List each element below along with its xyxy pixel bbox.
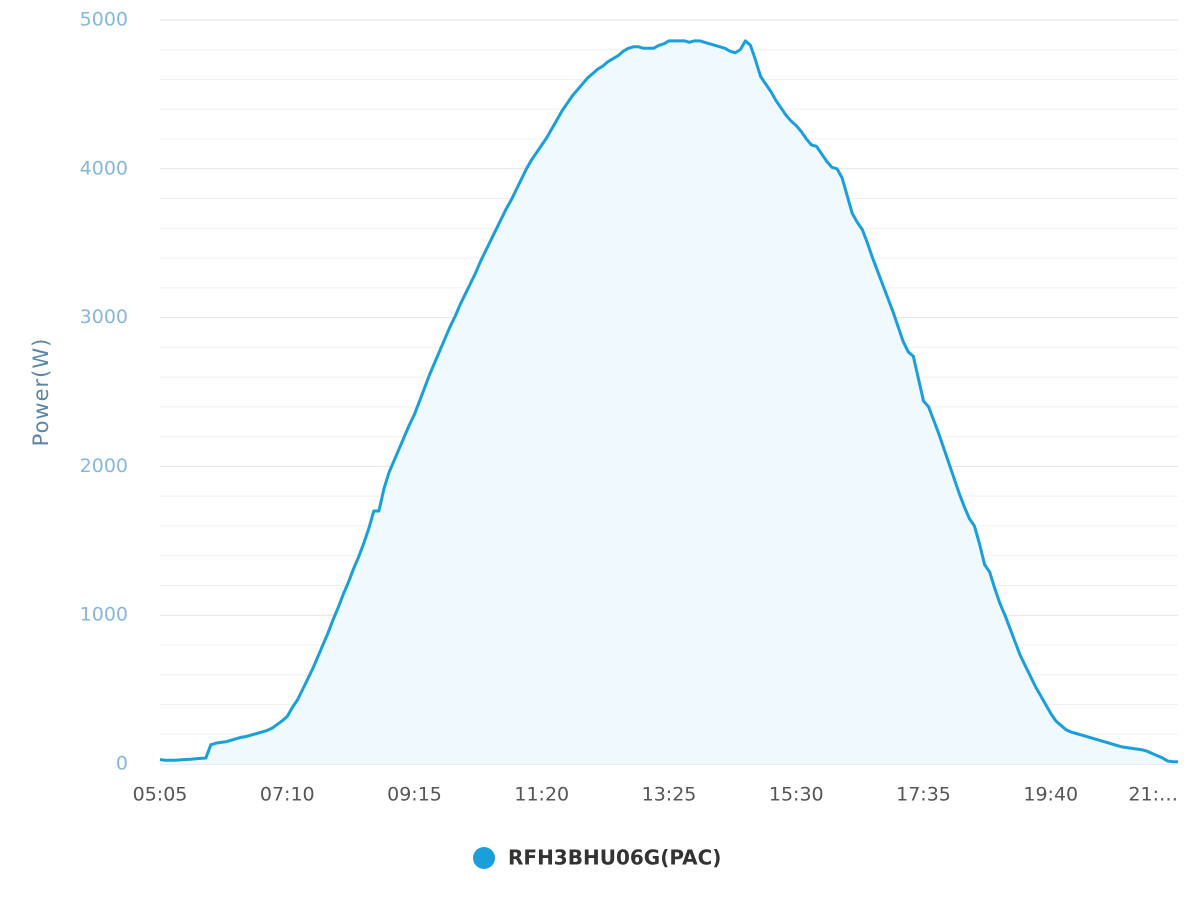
- y-tick-label: 4000: [80, 157, 128, 179]
- y-tick-label: 3000: [80, 306, 128, 328]
- legend-marker: [473, 847, 495, 869]
- y-axis-title: Power(W): [29, 338, 53, 447]
- x-tick-label: 17:35: [896, 784, 951, 806]
- y-tick-label: 0: [116, 753, 128, 775]
- x-tick-label: 11:20: [514, 784, 569, 806]
- legend-label: RFH3BHU06G(PAC): [508, 846, 721, 870]
- x-tick-label: 05:05: [133, 784, 188, 806]
- x-tick-label: 13:25: [642, 784, 697, 806]
- line: [159, 39, 1178, 764]
- x-tick-label: 09:15: [387, 784, 442, 806]
- x-tick-label: 21:…: [1128, 784, 1178, 806]
- x-tick-label: 15:30: [769, 784, 824, 806]
- x-tick-label: 07:10: [260, 784, 315, 806]
- area-fill: [160, 40, 1178, 764]
- y-tick-label: 1000: [80, 604, 128, 626]
- y-tick-label: 2000: [80, 455, 128, 477]
- y-tick-label: 5000: [80, 9, 128, 31]
- x-tick-label: 19:40: [1023, 784, 1078, 806]
